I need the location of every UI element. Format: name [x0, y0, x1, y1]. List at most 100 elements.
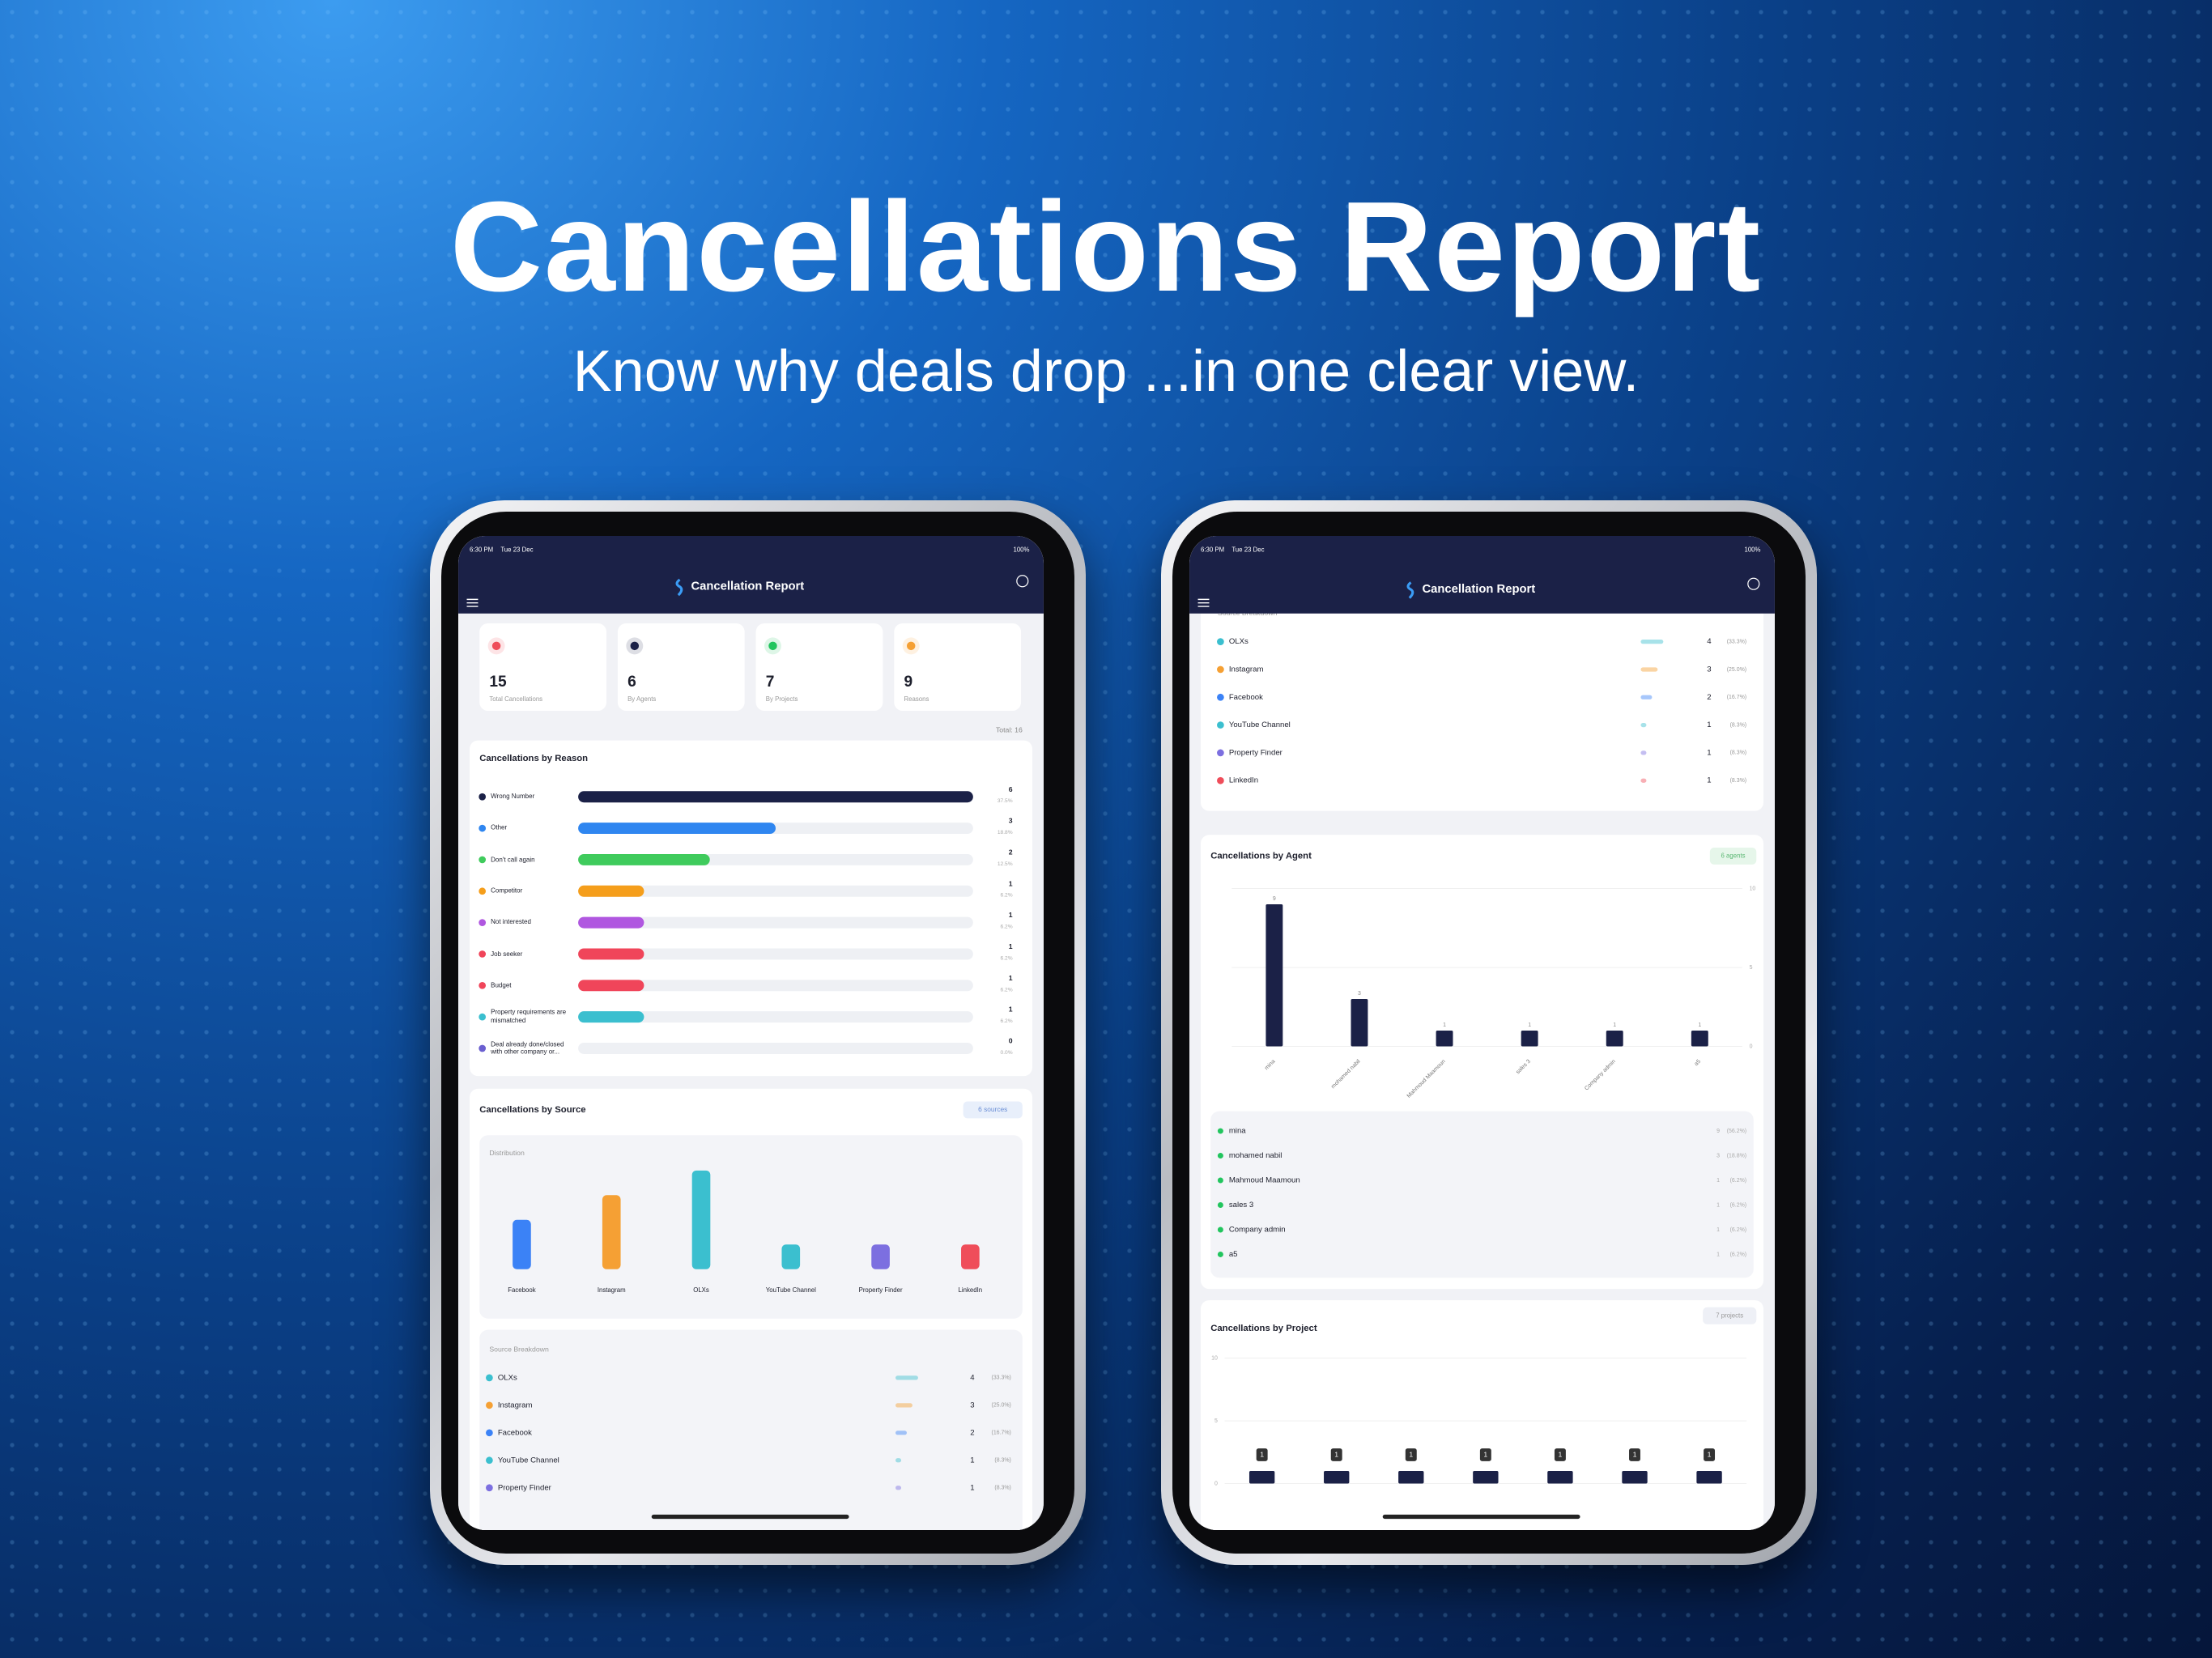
- stat-card: [617, 623, 745, 711]
- reason-count: 0: [1009, 1037, 1013, 1045]
- y-tick-label: 5: [1750, 965, 1753, 971]
- source-percent: (8.3%): [1730, 722, 1746, 728]
- stat-icon: [768, 641, 777, 651]
- status-date: Tue 23 Dec: [1231, 546, 1264, 553]
- source-count: 1: [1707, 748, 1711, 757]
- app-header: [458, 536, 1044, 614]
- panel-title: Source Breakdown: [489, 1345, 549, 1353]
- value-label: 1: [1443, 1022, 1446, 1028]
- project-bar: [1696, 1471, 1722, 1484]
- agent-count: 1: [1716, 1227, 1720, 1233]
- status-dot: [1217, 1251, 1223, 1257]
- card: [1201, 1300, 1763, 1530]
- reason-label-box: Other: [491, 824, 507, 831]
- filter-button[interactable]: [1747, 577, 1760, 590]
- reason-percent: 6.2%: [1001, 1018, 1013, 1024]
- app-title: Cancellation Report: [1422, 583, 1535, 596]
- bar-track: [578, 916, 973, 929]
- source-percent: (25.0%): [992, 1403, 1011, 1409]
- legend-dot: [486, 1456, 493, 1465]
- status-date: Tue 23 Dec: [500, 546, 533, 553]
- reason-label-box: Competitor: [491, 886, 523, 895]
- reason-bar: [578, 885, 644, 897]
- agent-count: 1: [1716, 1202, 1720, 1208]
- status-dot: [1217, 1128, 1223, 1134]
- stat-value: 6: [627, 674, 636, 691]
- distribution-bar: [961, 1244, 980, 1269]
- source-percent: (8.3%): [1730, 778, 1746, 784]
- project-bar: [1622, 1471, 1648, 1484]
- reason-percent: 0.0%: [1001, 1050, 1013, 1056]
- agent-percent: (6.2%): [1730, 1252, 1746, 1257]
- app-logo: [675, 578, 683, 597]
- value-label: 3: [1358, 991, 1361, 997]
- tablet-right: Source BreakdownOLXs4(33.3%)Instagram3(2…: [1161, 500, 1817, 1565]
- tablet-left: 6:30 PM Tue 23 Dec 100% Cancellation Report…: [430, 500, 1086, 1565]
- agent-count: 1: [1716, 1252, 1720, 1257]
- source-count: 1: [1707, 776, 1711, 785]
- mini-bar: [895, 1375, 918, 1380]
- legend-dot: [479, 950, 487, 958]
- reason-label: Not interested: [491, 918, 531, 926]
- source-percent: (8.3%): [994, 1486, 1010, 1491]
- distribution-label: OLXs: [693, 1286, 709, 1294]
- screen: 6:30 PM Tue 23 Dec 100% Cancellation Report…: [458, 536, 1044, 1530]
- distribution-bar: [871, 1244, 890, 1269]
- mini-bar: [1640, 667, 1658, 672]
- agent-count: 3: [1716, 1153, 1720, 1158]
- legend-dot: [486, 1484, 493, 1492]
- status-dot: [1217, 1153, 1223, 1159]
- reason-bar: [578, 948, 644, 960]
- reason-count: 3: [1009, 817, 1013, 825]
- filter-button[interactable]: [1016, 575, 1029, 588]
- project-bar: [1249, 1471, 1275, 1484]
- source-percent: (33.3%): [992, 1375, 1011, 1381]
- legend-dot: [1217, 693, 1224, 701]
- mini-bar: [1640, 640, 1664, 644]
- agent-name: mina: [1229, 1127, 1246, 1136]
- section-title: Cancellations by Source: [479, 1105, 585, 1115]
- status-battery: 100%: [1013, 546, 1029, 553]
- source-label: Instagram: [1229, 665, 1264, 674]
- y-tick-label: 5: [1214, 1418, 1218, 1424]
- reason-label: Deal already done/closed with other comp…: [491, 1039, 564, 1056]
- source-label: YouTube Channel: [498, 1456, 559, 1465]
- distribution-bar: [691, 1170, 711, 1269]
- app-title: Cancellation Report: [691, 580, 804, 593]
- agent-name: a5: [1229, 1250, 1238, 1259]
- source-percent: (8.3%): [1730, 750, 1746, 756]
- card: [1201, 578, 1763, 811]
- mini-bar: [1640, 695, 1653, 699]
- mini-bar: [895, 1486, 902, 1490]
- source-label: LinkedIn: [1229, 776, 1258, 785]
- value-label: 1: [1698, 1022, 1701, 1028]
- legend-dot: [479, 793, 487, 801]
- project-bar: [1473, 1471, 1499, 1484]
- legend-dot: [486, 1374, 493, 1382]
- source-label: Facebook: [1229, 693, 1263, 702]
- legend-dot: [1217, 638, 1224, 645]
- reason-label: Competitor: [491, 886, 523, 895]
- legend-dot: [479, 919, 487, 926]
- mini-bar: [1640, 750, 1647, 755]
- value-badge: [1629, 1448, 1640, 1461]
- project-bar: [1324, 1471, 1350, 1484]
- home-indicator: [651, 1514, 849, 1520]
- value-badge: [1479, 1448, 1491, 1461]
- reason-bar: [578, 823, 776, 835]
- stat-label: By Projects: [766, 695, 798, 703]
- legend-dot: [479, 1013, 487, 1021]
- reason-count: 2: [1009, 848, 1013, 857]
- legend-dot: [486, 1401, 493, 1409]
- bar-track: [578, 1043, 973, 1054]
- reason-count: 1: [1009, 974, 1013, 982]
- app-header: [1189, 536, 1775, 614]
- reason-bar: [578, 980, 644, 992]
- reason-label: Job seeker: [491, 950, 523, 958]
- reason-label: Don't call again: [491, 855, 535, 863]
- stat-value: 7: [766, 674, 775, 691]
- y-tick-label: 0: [1750, 1044, 1753, 1049]
- project-bar: [1547, 1471, 1573, 1484]
- agent-bar: [1606, 1031, 1623, 1047]
